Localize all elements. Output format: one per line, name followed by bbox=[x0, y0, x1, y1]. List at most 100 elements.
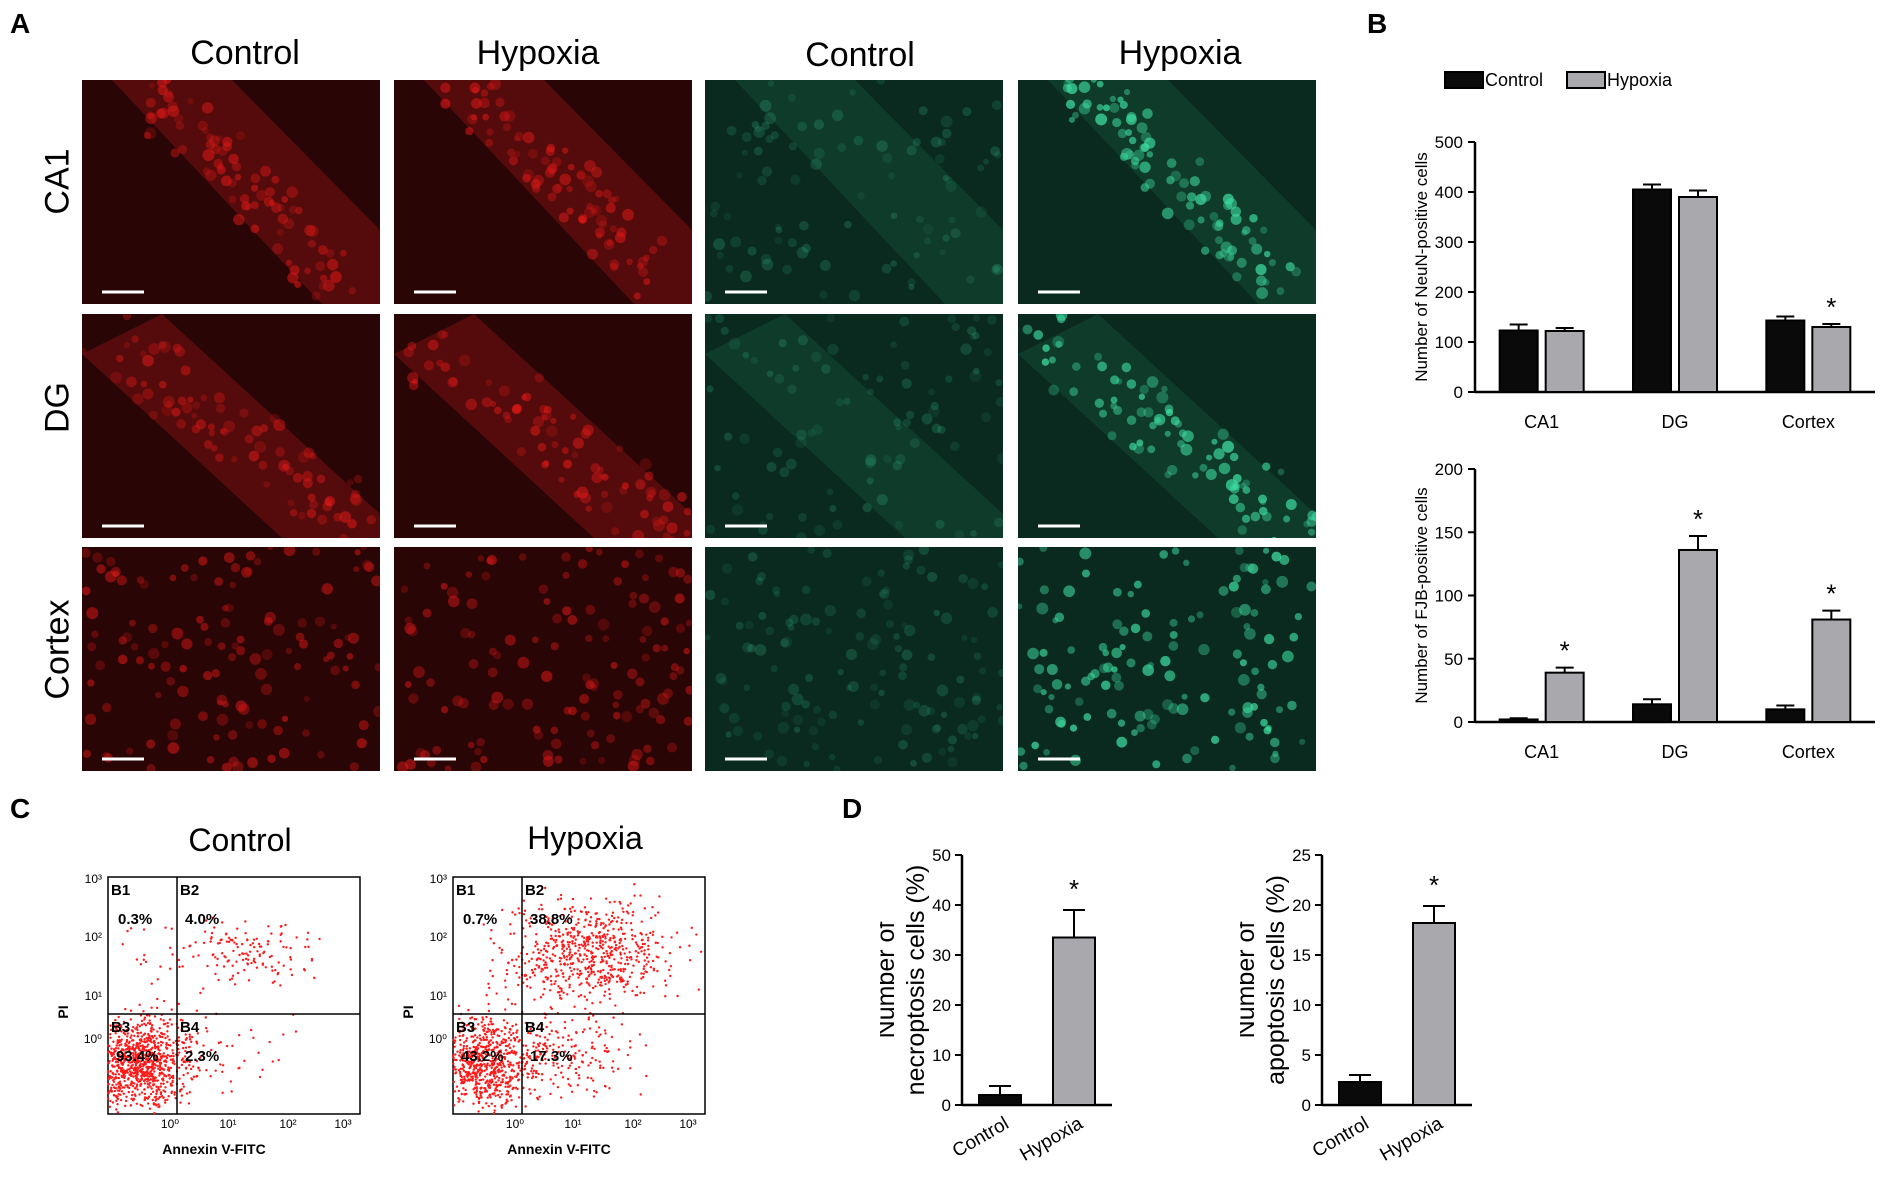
event-dot bbox=[549, 1092, 552, 1096]
event-dot bbox=[484, 1065, 487, 1068]
event-dot bbox=[605, 962, 608, 965]
event-dot bbox=[465, 1037, 469, 1040]
event-dot bbox=[541, 968, 545, 971]
event-dot bbox=[117, 1081, 120, 1085]
event-dot bbox=[608, 956, 611, 960]
event-dot bbox=[591, 1079, 595, 1082]
event-dot bbox=[195, 1009, 199, 1012]
event-dot bbox=[139, 1103, 142, 1107]
event-dot bbox=[690, 926, 693, 930]
event-dot bbox=[550, 1007, 554, 1011]
bar-control-dg bbox=[1632, 703, 1672, 723]
event-dot bbox=[598, 917, 601, 921]
event-dot bbox=[600, 921, 603, 925]
event-dot bbox=[635, 943, 639, 946]
event-dot bbox=[479, 1037, 482, 1040]
event-dot bbox=[599, 923, 603, 926]
event-dot bbox=[139, 1062, 142, 1066]
event-dot bbox=[180, 1058, 184, 1062]
event-dot bbox=[486, 1096, 489, 1099]
event-dot bbox=[577, 943, 581, 947]
event-dot bbox=[506, 1044, 510, 1048]
event-dot bbox=[485, 1102, 488, 1105]
event-dot bbox=[546, 920, 549, 924]
event-dot bbox=[116, 1060, 120, 1064]
event-dot bbox=[556, 1031, 559, 1034]
event-dot bbox=[496, 1034, 499, 1037]
event-dot bbox=[141, 1053, 144, 1057]
event-dot bbox=[214, 956, 217, 959]
event-dot bbox=[501, 1078, 504, 1081]
event-dot bbox=[172, 1076, 175, 1080]
event-dot bbox=[552, 1061, 555, 1065]
event-dot bbox=[599, 1001, 602, 1004]
event-dot bbox=[467, 1071, 470, 1074]
event-dot bbox=[545, 966, 549, 969]
event-dot bbox=[533, 974, 537, 977]
event-dot bbox=[143, 1082, 147, 1085]
event-dot bbox=[649, 966, 653, 969]
event-dot bbox=[231, 974, 235, 977]
event-dot bbox=[480, 1086, 483, 1089]
event-dot bbox=[548, 989, 552, 992]
event-dot bbox=[514, 1003, 517, 1006]
event-dot bbox=[529, 986, 532, 989]
event-dot bbox=[136, 1023, 139, 1026]
event-dot bbox=[526, 1048, 529, 1052]
legend-label-hypoxia: Hypoxia bbox=[1607, 70, 1673, 90]
event-dot bbox=[259, 945, 263, 948]
y-tick-label: 10³ bbox=[85, 872, 102, 886]
event-dot bbox=[552, 1082, 555, 1085]
event-dot bbox=[471, 1035, 475, 1038]
event-dot bbox=[481, 1106, 484, 1109]
event-dot bbox=[670, 936, 673, 939]
event-dot bbox=[489, 937, 492, 940]
event-dot bbox=[202, 987, 205, 990]
event-dot bbox=[510, 958, 514, 962]
event-dot bbox=[656, 911, 660, 914]
event-dot bbox=[634, 941, 638, 944]
event-dot bbox=[110, 1054, 113, 1058]
event-dot bbox=[596, 981, 600, 984]
event-dot bbox=[211, 916, 214, 919]
event-dot bbox=[667, 968, 671, 972]
event-dot bbox=[139, 1051, 142, 1055]
event-dot bbox=[497, 1053, 500, 1056]
event-dot bbox=[656, 941, 659, 945]
event-dot bbox=[531, 1022, 534, 1026]
event-dot bbox=[122, 1092, 125, 1095]
event-dot bbox=[233, 941, 236, 944]
event-dot bbox=[452, 1104, 456, 1107]
event-dot bbox=[607, 976, 611, 979]
event-dot bbox=[460, 1081, 464, 1084]
event-dot bbox=[480, 1051, 483, 1055]
event-dot bbox=[166, 1068, 170, 1072]
event-dot bbox=[115, 1096, 118, 1099]
event-dot bbox=[154, 1076, 158, 1079]
event-dot bbox=[162, 1096, 165, 1099]
event-dot bbox=[153, 1070, 156, 1073]
event-dot bbox=[488, 1064, 492, 1067]
event-dot bbox=[155, 1085, 158, 1088]
event-dot bbox=[495, 992, 498, 995]
event-dot bbox=[170, 1008, 173, 1011]
event-dot bbox=[146, 1066, 149, 1070]
y-tick-label: 400 bbox=[1435, 183, 1463, 202]
column-header-control-fjb: Control bbox=[805, 36, 915, 74]
event-dot bbox=[119, 1049, 123, 1053]
event-dot bbox=[572, 968, 576, 971]
event-dot bbox=[525, 1054, 529, 1057]
event-dot bbox=[262, 951, 265, 955]
event-dot bbox=[153, 1053, 156, 1057]
event-dot bbox=[590, 1046, 594, 1050]
event-dot bbox=[253, 961, 257, 964]
event-dot bbox=[607, 1050, 610, 1053]
event-dot bbox=[472, 1088, 475, 1091]
event-dot bbox=[112, 1029, 115, 1032]
event-dot bbox=[168, 1077, 171, 1080]
event-dot bbox=[475, 1095, 479, 1099]
event-dot bbox=[473, 1018, 476, 1021]
event-dot bbox=[626, 980, 629, 983]
event-dot bbox=[544, 976, 548, 979]
event-dot bbox=[497, 1079, 500, 1082]
